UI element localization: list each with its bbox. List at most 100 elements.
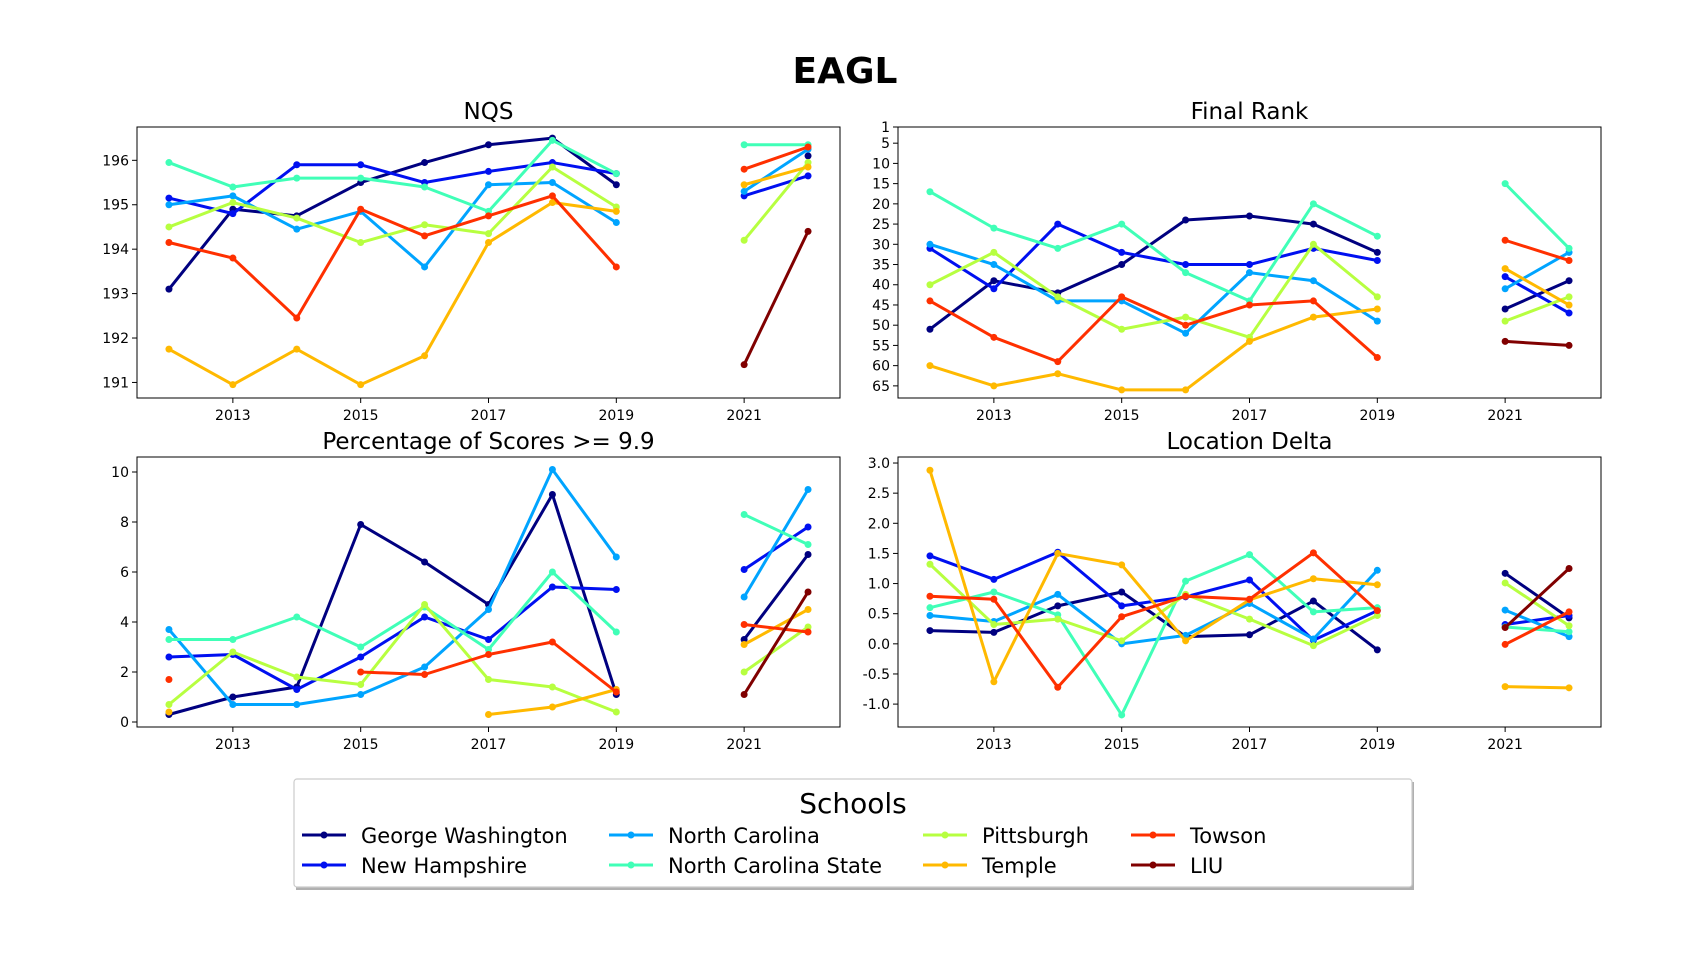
y-tick-label: 15 — [872, 177, 890, 193]
data-point — [1373, 646, 1381, 654]
data-point — [1373, 612, 1381, 620]
data-point — [485, 141, 492, 149]
x-tick-label: 2021 — [726, 737, 762, 753]
data-point — [1565, 309, 1573, 317]
series-line — [167, 181, 618, 269]
series-line — [742, 165, 810, 187]
data-point — [1309, 642, 1317, 650]
series-liu — [1501, 564, 1573, 632]
data-point — [990, 277, 998, 285]
data-point — [1501, 337, 1509, 345]
data-point — [229, 192, 237, 200]
series-line — [742, 174, 810, 198]
data-point — [926, 466, 934, 474]
data-point — [1565, 256, 1573, 264]
series-line — [1503, 566, 1571, 630]
series-line — [167, 603, 618, 714]
series-line — [928, 550, 1379, 642]
y-tick-label: 4 — [120, 615, 129, 631]
data-point — [1246, 337, 1253, 345]
series-line — [928, 590, 1379, 652]
data-point — [1373, 607, 1381, 615]
data-point — [926, 188, 934, 196]
data-point — [1182, 321, 1190, 329]
data-point — [485, 181, 492, 189]
y-tick-label: 50 — [872, 318, 890, 334]
series-line — [1503, 610, 1571, 646]
y-tick-label: 65 — [872, 379, 890, 395]
data-point — [421, 663, 429, 671]
legend-marker — [1149, 831, 1157, 839]
data-point — [485, 212, 492, 220]
y-tick-label: 1.0 — [868, 577, 890, 593]
legend-entry-liu: LIU — [1131, 854, 1223, 878]
data-point — [990, 261, 998, 269]
chart-title: NQS — [464, 99, 514, 125]
data-point — [1054, 549, 1062, 557]
data-point — [421, 159, 429, 167]
legend-marker — [627, 831, 635, 839]
series-line — [928, 190, 1379, 303]
y-tick-label: 1.5 — [868, 546, 890, 562]
series-line — [928, 307, 1379, 392]
data-point — [1118, 293, 1126, 301]
legend-label: North Carolina — [668, 824, 820, 848]
data-point — [548, 491, 556, 498]
data-point — [926, 325, 934, 333]
data-point — [1309, 597, 1317, 605]
data-point — [1373, 317, 1381, 325]
y-tick-label: 10 — [111, 465, 129, 481]
y-tick-label: 2.5 — [868, 486, 890, 502]
series-line — [928, 222, 1379, 291]
series-line — [742, 625, 810, 674]
series-line — [1503, 571, 1571, 620]
legend-entry-pittsburgh: Pittsburgh — [923, 824, 1089, 848]
data-point — [1373, 354, 1381, 362]
x-tick-label: 2013 — [976, 737, 1012, 753]
series-towson — [165, 621, 812, 696]
data-point — [1246, 595, 1253, 603]
legend-frame — [293, 778, 1413, 888]
data-point — [548, 568, 556, 576]
data-point — [926, 297, 934, 305]
plot-frame — [136, 456, 841, 728]
data-point — [1182, 313, 1190, 321]
legend-label: LIU — [1190, 854, 1223, 878]
data-point — [165, 653, 173, 661]
data-point — [1182, 637, 1190, 645]
legend-entry-north-carolina-state: North Carolina State — [609, 854, 882, 878]
y-tick-label: 25 — [872, 217, 890, 233]
x-tick-label: 2017 — [1232, 408, 1268, 424]
data-point — [1565, 341, 1573, 349]
data-point — [1054, 244, 1062, 252]
series-pittsburgh — [926, 240, 1573, 341]
data-point — [548, 179, 556, 187]
data-point — [612, 219, 620, 227]
data-point — [1118, 711, 1126, 719]
x-tick-label: 2015 — [1104, 408, 1140, 424]
chart-title: Location Delta — [1167, 429, 1333, 455]
series-towson — [165, 143, 812, 322]
data-point — [612, 553, 620, 561]
data-point — [1246, 212, 1253, 220]
data-point — [293, 686, 301, 693]
panel-percentage-scores: Percentage of Scores >= 9.9 2013 2015 2017 2… — [111, 429, 841, 753]
y-tick-label: 0.5 — [868, 607, 890, 623]
y-tick-label: 8 — [120, 515, 129, 531]
legend-label: George Washington — [361, 824, 568, 848]
data-point — [1309, 240, 1317, 248]
data-point — [1118, 386, 1126, 394]
data-point — [1565, 628, 1573, 636]
data-point — [485, 676, 492, 683]
data-point — [357, 239, 365, 247]
data-point — [165, 676, 173, 683]
data-point — [485, 646, 492, 653]
series-line — [742, 145, 810, 171]
data-point — [229, 636, 237, 643]
y-tick-label: 2.0 — [868, 516, 890, 532]
data-point — [926, 627, 934, 635]
y-tick-label: 194 — [102, 242, 129, 258]
data-point — [612, 688, 620, 696]
data-point — [548, 638, 556, 646]
data-point — [1501, 569, 1509, 577]
